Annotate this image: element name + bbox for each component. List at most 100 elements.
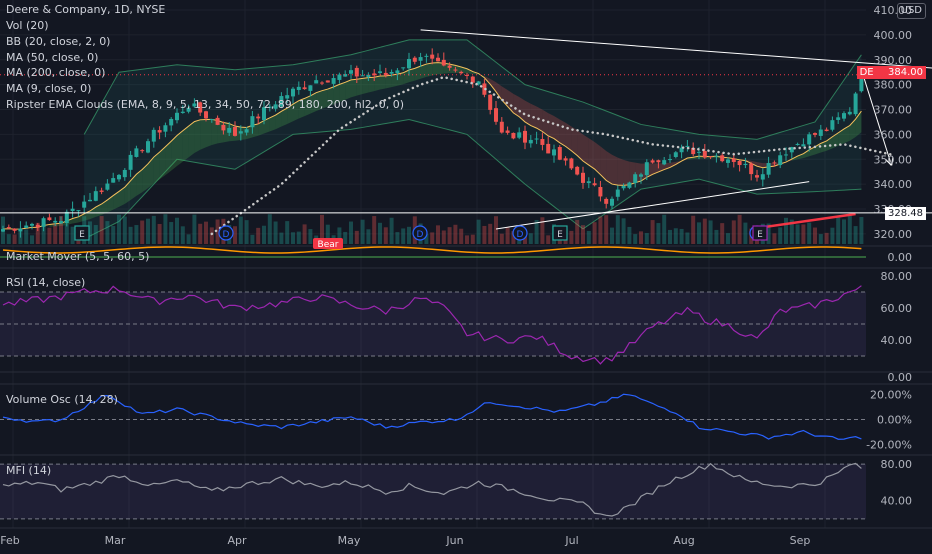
- ema-cloud-segment: [107, 195, 114, 213]
- dividend-marker[interactable]: D: [512, 225, 528, 241]
- volume-bar: [476, 219, 481, 244]
- volume-bar: [302, 224, 307, 244]
- candle-body: [215, 117, 220, 125]
- candle-body: [702, 150, 707, 158]
- candle-body: [639, 174, 643, 177]
- candle-body: [366, 74, 371, 78]
- candle-body: [847, 111, 852, 115]
- volume-bar: [157, 224, 162, 244]
- volume-bar: [528, 233, 533, 244]
- ema-cloud-segment: [670, 161, 676, 168]
- volume-bar: [523, 235, 527, 244]
- candle-body: [563, 158, 568, 161]
- volume-bar: [204, 221, 208, 244]
- mfi-band-fill: [0, 464, 866, 519]
- candle-body: [267, 106, 272, 108]
- candle-body: [296, 86, 301, 90]
- volume-bar: [691, 215, 696, 244]
- candle-body: [70, 208, 75, 211]
- ema-cloud-segment: [333, 84, 340, 105]
- volume-bar: [610, 227, 614, 244]
- volume-bar: [813, 227, 817, 244]
- candle-body: [569, 158, 574, 169]
- volume-bar: [830, 227, 835, 244]
- price-axis-tick: 350.00: [874, 153, 913, 166]
- candle-body: [105, 183, 110, 190]
- volume-bar: [737, 214, 742, 244]
- candle-body: [418, 57, 423, 61]
- candle-body: [82, 201, 87, 208]
- candle-body: [604, 198, 609, 204]
- price-axis-tick: 370.00: [874, 104, 913, 117]
- candle-body: [198, 102, 203, 113]
- candle-body: [766, 163, 771, 175]
- candle-body: [273, 104, 278, 109]
- dividend-marker[interactable]: D: [218, 225, 234, 241]
- candle-body: [175, 112, 179, 121]
- candle-body: [494, 108, 498, 122]
- ema-cloud-segment: [287, 104, 293, 125]
- ema-cloud-segment: [165, 141, 172, 176]
- ema-cloud-segment: [148, 157, 154, 189]
- candle-body: [842, 113, 846, 119]
- candle-body: [581, 172, 585, 183]
- volume-bar: [64, 224, 69, 244]
- volume-bar: [105, 221, 110, 244]
- candle-body: [343, 74, 348, 77]
- time-axis-tick: Feb: [0, 534, 19, 547]
- candle-body: [401, 67, 406, 69]
- market-mover-line: [2, 246, 862, 254]
- volume-bar: [639, 231, 643, 244]
- volume-bar: [53, 224, 58, 244]
- candle-body: [378, 71, 382, 73]
- bb-lower-line: [83, 118, 862, 240]
- volume-bar: [262, 225, 266, 244]
- vol-osc-axis-tick: 0.00%: [877, 414, 912, 427]
- earnings-marker[interactable]: E: [552, 225, 568, 241]
- ema-cloud-segment: [525, 100, 531, 126]
- volume-bar: [24, 229, 29, 244]
- extra-axis-tick: 0.00: [888, 371, 913, 384]
- volume-bar: [117, 214, 121, 244]
- candle-body: [743, 163, 748, 166]
- candle-body: [30, 223, 34, 226]
- volume-bar: [296, 231, 301, 244]
- bear-label-text: Bear: [318, 240, 339, 250]
- trendline[interactable]: [420, 29, 932, 72]
- projection-arrow[interactable]: [860, 69, 890, 162]
- volume-bar: [209, 227, 214, 244]
- volume-bar: [267, 214, 272, 244]
- ema-cloud-segment: [594, 142, 601, 175]
- event-marker-label: E: [557, 230, 563, 240]
- ema-cloud-segment: [159, 146, 166, 180]
- trendline[interactable]: [751, 212, 856, 231]
- price-axis-tick: 360.00: [874, 128, 913, 141]
- ema-cloud-segment: [281, 108, 288, 127]
- candle-body: [679, 147, 684, 153]
- candle-body: [644, 162, 649, 176]
- earnings-marker[interactable]: E: [74, 225, 90, 241]
- volume-bar: [836, 215, 841, 244]
- candle-body: [134, 148, 139, 157]
- ema-cloud-segment: [409, 68, 415, 83]
- candle-body: [668, 159, 672, 161]
- candle-body: [180, 111, 185, 113]
- trendline[interactable]: [495, 181, 810, 230]
- ema-cloud-segment: [258, 120, 264, 136]
- earnings-marker[interactable]: E: [752, 225, 768, 241]
- candle-body: [540, 139, 545, 145]
- candle-body: [244, 129, 249, 133]
- ema-cloud-segment: [467, 68, 473, 74]
- candle-body: [47, 217, 52, 221]
- dividend-marker[interactable]: D: [412, 225, 428, 241]
- ema-cloud-segment: [414, 66, 421, 81]
- candle-body: [372, 73, 377, 76]
- time-axis-tick: Jul: [564, 534, 578, 547]
- volume-bar: [383, 227, 388, 244]
- volume-bar: [366, 229, 371, 244]
- candle-body: [633, 174, 638, 184]
- ema-cloud-segment: [617, 157, 624, 186]
- ema-cloud-segment: [101, 199, 108, 215]
